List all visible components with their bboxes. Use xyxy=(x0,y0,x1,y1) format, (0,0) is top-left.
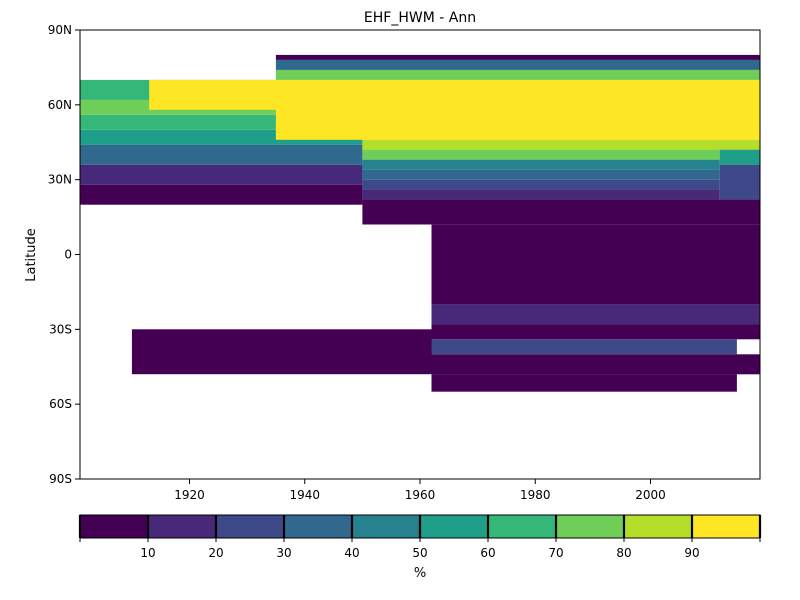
y-tick-label-5: 60S xyxy=(49,397,72,411)
x-tick-label-1960: 1960 xyxy=(405,488,436,502)
heatmap-cell-21 xyxy=(431,224,760,305)
y-tick-label-4: 30S xyxy=(49,322,72,336)
x-tick-label-2000: 2000 xyxy=(635,488,666,502)
colorbar-swatch-4 xyxy=(352,515,420,538)
colorbar: 10 20 30 40 50 60 70 80 90 xyxy=(78,514,762,560)
colorbar-swatch-5 xyxy=(420,515,488,538)
colorbar-swatch-8 xyxy=(624,515,692,538)
colorbar-tick-label-40: 40 xyxy=(344,546,359,560)
colorbar-swatch-1 xyxy=(148,515,216,538)
heatmap-cell-27 xyxy=(131,329,432,375)
x-tick-label-1940: 1940 xyxy=(289,488,320,502)
heatmap-cell-23 xyxy=(431,324,760,340)
colorbar-tick-label-10: 10 xyxy=(140,546,155,560)
colorbar-tick-label-90: 90 xyxy=(684,546,699,560)
y-axis: 90N 60N 30N 0 30S 60S 90S xyxy=(48,23,80,486)
heatmap-cell-10 xyxy=(275,59,760,70)
heatmap-cell-18 xyxy=(719,149,760,165)
colorbar-tick-label-20: 20 xyxy=(208,546,223,560)
colorbar-ticks: 10 20 30 40 50 60 70 80 90 xyxy=(79,538,761,560)
y-tick-label-1: 60N xyxy=(48,98,72,112)
heatmap-cell-25 xyxy=(431,354,760,375)
colorbar-swatch-3 xyxy=(284,515,352,538)
heatmap-cells xyxy=(80,54,760,392)
heatmap-cell-11 xyxy=(275,54,760,60)
heatmap-plot-area xyxy=(79,29,761,480)
heatmap-cell-8 xyxy=(275,79,760,140)
heatmap-cell-2 xyxy=(80,144,363,165)
colorbar-swatch-6 xyxy=(488,515,556,538)
x-axis: 1920 1940 1960 1980 2000 xyxy=(174,479,666,502)
heatmap-cell-22 xyxy=(431,304,760,325)
heatmap-cell-24 xyxy=(431,339,737,355)
y-tick-label-2: 30N xyxy=(48,173,72,187)
heatmap-cell-16 xyxy=(362,179,720,190)
colorbar-label: % xyxy=(414,566,426,581)
y-tick-label-3: 0 xyxy=(64,248,72,262)
colorbar-swatch-9 xyxy=(692,515,760,538)
heatmap-cell-19 xyxy=(719,164,760,200)
colorbar-tick-label-70: 70 xyxy=(548,546,563,560)
y-tick-label-0: 90N xyxy=(48,23,72,37)
heatmap-cell-20 xyxy=(362,199,760,225)
colorbar-tick-label-80: 80 xyxy=(616,546,631,560)
heatmap-cell-15 xyxy=(362,169,720,180)
heatmap-cell-7 xyxy=(149,79,276,110)
colorbar-swatches xyxy=(78,515,762,538)
y-axis-label: Latitude xyxy=(24,228,39,282)
heatmap-cell-13 xyxy=(362,149,720,160)
colorbar-tick-label-60: 60 xyxy=(480,546,495,560)
colorbar-swatch-7 xyxy=(556,515,624,538)
colorbar-swatch-2 xyxy=(216,515,284,538)
x-tick-label-1980: 1980 xyxy=(520,488,551,502)
y-tick-label-6: 90S xyxy=(49,472,72,486)
colorbar-swatch-0 xyxy=(80,515,148,538)
colorbar-tick-label-50: 50 xyxy=(412,546,427,560)
heatmap-cell-0 xyxy=(80,184,363,205)
heatmap-cell-26 xyxy=(431,374,737,392)
colorbar-frame xyxy=(79,514,761,539)
colorbar-tick-label-30: 30 xyxy=(276,546,291,560)
heatmap-cell-17 xyxy=(362,189,720,200)
heatmap-cell-12 xyxy=(362,139,760,150)
heatmap-cell-1 xyxy=(80,164,363,185)
x-tick-label-1920: 1920 xyxy=(174,488,205,502)
heatmap-cell-9 xyxy=(275,69,760,80)
heatmap-cell-14 xyxy=(362,159,720,170)
chart-title: EHF_HWM - Ann xyxy=(364,10,476,26)
